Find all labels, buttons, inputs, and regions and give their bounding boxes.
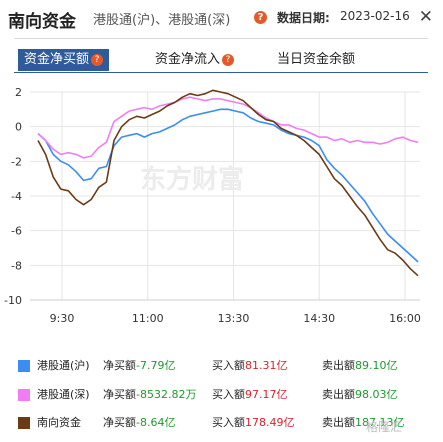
y-tick-label: 0 [15,121,22,134]
net-label: 净买额 [103,359,136,372]
tab-net-buy-help-icon[interactable]: ? [91,54,104,66]
legend-buy: 买入额178.49亿 [212,413,295,433]
x-axis-ticks: 9:30 11:00 13:30 14:30 16:00 [50,312,421,325]
y-tick-label: -2 [11,155,22,168]
x-tick-label: 11:00 [132,312,164,325]
series-line-2 [37,89,419,277]
series-line-0 [37,108,419,263]
page-subtitle: 港股通(沪)、港股通(深) [93,13,231,28]
tab-net-buy-label: 资金净买额 [24,52,90,67]
tab-net-inflow-help-icon[interactable]: ? [222,54,235,66]
page-title: 南向资金 [8,12,76,32]
legend-buy: 买入额81.31亿 [212,356,288,376]
date-value: 2023-02-16 [340,9,410,23]
legend-row-hgt-sz: 港股通(深) 净买额-8532.82万 买入额97.17亿 卖出额98.03亿 [0,385,443,405]
legend-net: 净买额-8.64亿 [103,413,175,433]
chart-grid [30,91,420,301]
series-lines [37,89,419,277]
sell-label: 卖出额 [322,416,355,429]
tab-bar: 资金净买额? 资金净流入? 当日资金余额 [0,49,443,73]
legend-swatch-hgt-sz [18,389,30,401]
y-tick-label: -6 [11,225,22,238]
net-buy-chart: 东方财富 2 0 -2 -4 -6 -8 -10 9:30 11:00 13:30 14:30 16… [4,86,421,325]
legend-name: 港股通(沪) [37,359,90,372]
series-line-1 [37,96,419,159]
close-icon[interactable]: ✕ [418,7,433,27]
tab-net-buy[interactable]: 资金净买额? [18,49,110,71]
corner-watermark: 格隆汇 [366,420,403,434]
date-label: 数据日期: [277,11,330,25]
y-tick-label: -10 [4,294,22,307]
sell-label: 卖出额 [322,359,355,372]
tab-daily-balance[interactable]: 当日资金余额 [277,49,355,71]
buy-label: 买入额 [212,388,245,401]
legend-name: 港股通(深) [37,388,90,401]
legend-row-total: 南向资金 净买额-8.64亿 买入额178.49亿 卖出额187.13亿 [0,413,443,433]
sell-value: 187.13亿 [355,416,405,429]
header-divider [14,38,428,39]
x-tick-label: 16:00 [389,312,421,325]
buy-label: 买入额 [212,359,245,372]
net-label: 净买额 [103,388,136,401]
x-tick-label: 9:30 [50,312,75,325]
header: 南向资金 港股通(沪)、港股通(深) ? 数据日期: 2023-02-16 ✕ [0,0,443,38]
legend-row-hgt-sh: 港股通(沪) 净买额-7.79亿 买入额81.31亿 卖出额89.10亿 [0,356,443,376]
legend-swatch-hgt-sh [18,360,30,372]
y-tick-label: -4 [11,190,22,203]
tab-daily-balance-label: 当日资金余额 [277,52,356,67]
buy-label: 买入额 [212,416,245,429]
net-label: 净买额 [103,416,136,429]
x-tick-label: 13:30 [218,312,250,325]
legend-net: 净买额-7.79亿 [103,356,175,376]
buy-value: 178.49亿 [245,416,295,429]
net-value: -7.79亿 [136,359,176,372]
chart-watermark: 东方财富 [140,164,244,195]
net-value: -8.64亿 [136,416,176,429]
tab-net-inflow[interactable]: 资金净流入? [155,49,235,71]
y-tick-label: 2 [15,86,22,99]
legend-sell: 卖出额98.03亿 [322,385,398,405]
tab-underline [14,72,428,73]
help-icon[interactable]: ? [254,11,267,24]
legend-sell: 卖出额89.10亿 [322,356,398,376]
legend-buy: 买入额97.17亿 [212,385,288,405]
sell-label: 卖出额 [322,388,355,401]
sell-value: 89.10亿 [355,359,398,372]
buy-value: 97.17亿 [245,388,288,401]
x-tick-label: 14:30 [303,312,335,325]
buy-value: 81.31亿 [245,359,288,372]
y-axis-ticks: 2 0 -2 -4 -6 -8 -10 [4,86,22,307]
tab-net-inflow-label: 资金净流入 [155,52,221,67]
legend-sell: 卖出额187.13亿 [322,413,405,433]
legend-name: 南向资金 [37,416,81,429]
legend-net: 净买额-8532.82万 [103,385,196,405]
y-tick-label: -8 [11,259,22,272]
legend-swatch-total [18,417,30,429]
sell-value: 98.03亿 [355,388,398,401]
net-value: -8532.82万 [136,388,197,401]
